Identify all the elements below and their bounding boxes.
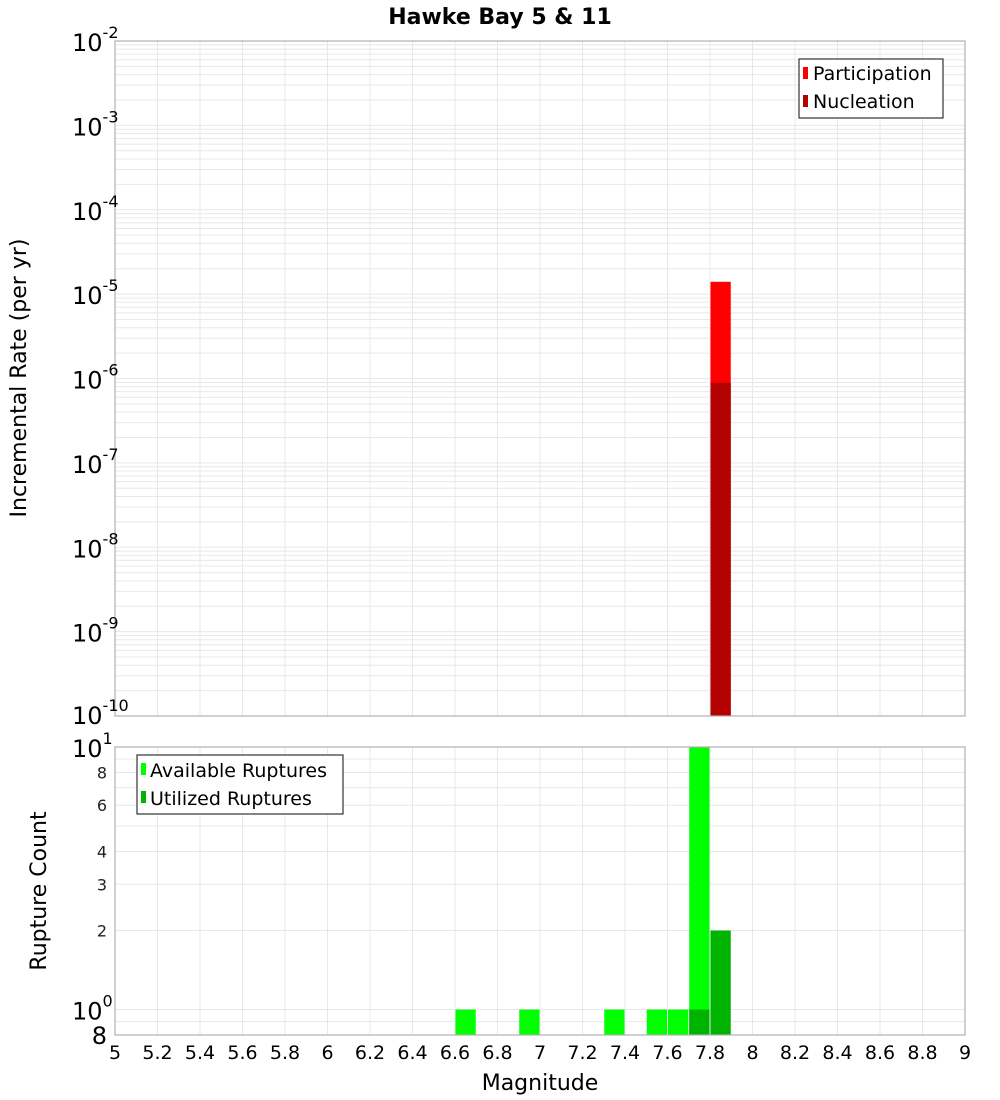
x-tick-label: 6.4 [397, 1042, 427, 1064]
count-plot-bars [455, 747, 731, 1035]
participation-legend-swatch [803, 67, 808, 79]
x-tick-label: 7.2 [567, 1042, 597, 1064]
rate-plot-bars [710, 281, 731, 716]
x-tick-label: 8 [746, 1042, 758, 1064]
x-tick-label: 5.8 [270, 1042, 300, 1064]
x-tick-label: 6.6 [440, 1042, 470, 1064]
utilized-legend-label: Utilized Ruptures [150, 788, 312, 810]
utilized-ruptures-bar [710, 930, 731, 1035]
available-ruptures-bar [689, 747, 710, 1035]
y-tick-label: 10-2 [72, 23, 119, 57]
y-tick-label: 8 [97, 763, 107, 782]
y-tick-label: 10-3 [72, 107, 119, 141]
x-axis-label: Magnitude [482, 1071, 599, 1096]
participation-legend-label: Participation [813, 63, 932, 85]
count-y-axis-label: Rupture Count [27, 811, 52, 971]
nucleation-legend-swatch [803, 95, 808, 107]
rate-plot-grid [114, 41, 966, 717]
chart-title: Hawke Bay 5 & 11 [388, 5, 612, 30]
utilized-legend-swatch [141, 791, 146, 803]
x-tick-label: 7.8 [695, 1042, 725, 1064]
available-ruptures-bar [519, 1009, 540, 1035]
x-tick-label: 9 [959, 1042, 971, 1064]
y-tick-label: 10-4 [72, 192, 119, 226]
count-legend: Available Ruptures Utilized Ruptures [136, 754, 344, 815]
count-plot-frame [114, 746, 966, 1036]
x-tick-label: 8.4 [822, 1042, 852, 1064]
x-tick-label: 6.2 [355, 1042, 385, 1064]
y-tick-label: 8 [92, 1022, 107, 1050]
x-tick-label: 5.6 [227, 1042, 257, 1064]
x-tick-label: 7 [534, 1042, 546, 1064]
available-ruptures-bar [455, 1009, 476, 1035]
magnitude-axis-ticks: 5 5.2 5.4 5.6 5.8 6 6.2 6.4 6.6 6.8 7 7.2 7.4 7.6 7.8 8… [109, 1042, 971, 1064]
x-tick-label: 8.2 [780, 1042, 810, 1064]
available-ruptures-bar [668, 1009, 689, 1035]
y-tick-label: 4 [97, 842, 107, 861]
y-tick-label: 10-6 [72, 361, 119, 395]
y-tick-label: 2 [97, 922, 107, 941]
available-legend-label: Available Ruptures [150, 760, 327, 782]
x-tick-label: 8.6 [865, 1042, 895, 1064]
available-legend-swatch [141, 763, 146, 775]
available-ruptures-bar [646, 1009, 667, 1035]
y-tick-label: 10-5 [72, 276, 119, 310]
y-tick-label: 10-8 [72, 529, 119, 563]
y-tick-label: 3 [97, 875, 107, 894]
x-tick-label: 5.4 [185, 1042, 215, 1064]
x-tick-label: 6.8 [482, 1042, 512, 1064]
rate-legend: Participation Nucleation [798, 58, 944, 119]
y-tick-label: 6 [97, 796, 107, 815]
x-tick-label: 5 [109, 1042, 121, 1064]
x-tick-label: 5.2 [142, 1042, 172, 1064]
rate-y-axis-ticks: 10-2 10-3 10-4 10-5 10-6 10-7 10-8 10-9 10-10 [72, 23, 129, 730]
rate-plot: 10-2 10-3 10-4 10-5 10-6 10-7 10-8 10-9 10-10 In… [7, 23, 966, 730]
x-tick-label: 7.6 [652, 1042, 682, 1064]
rate-y-axis-label: Incremental Rate (per yr) [7, 239, 32, 518]
rate-plot-frame [114, 40, 966, 717]
y-tick-label: 101 [72, 729, 113, 763]
y-tick-label: 100 [72, 992, 113, 1026]
y-tick-label: 10-10 [72, 696, 129, 730]
utilized-ruptures-bar [689, 1009, 710, 1035]
nucleation-bar [710, 382, 731, 716]
x-tick-label: 7.4 [610, 1042, 640, 1064]
x-tick-label: 6 [321, 1042, 333, 1064]
available-ruptures-bar [604, 1009, 625, 1035]
y-tick-label: 10-7 [72, 445, 119, 479]
nucleation-legend-label: Nucleation [813, 91, 915, 113]
y-tick-label: 10-9 [72, 614, 119, 648]
x-tick-label: 8.8 [907, 1042, 937, 1064]
